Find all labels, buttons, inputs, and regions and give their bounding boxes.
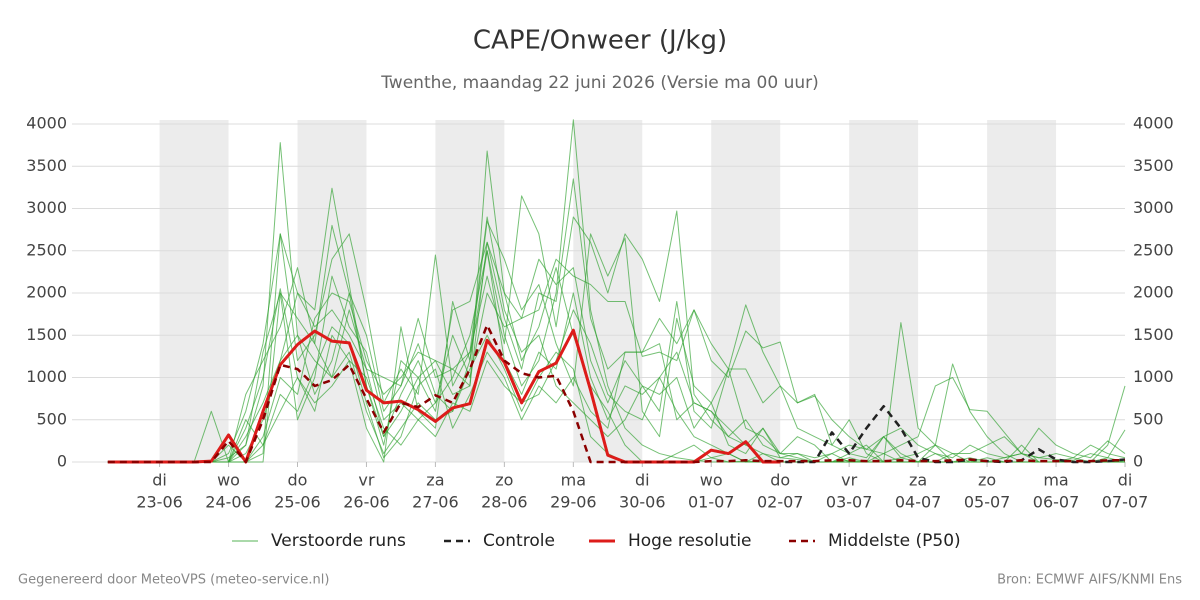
x-tick-weekday: di xyxy=(152,471,167,490)
y2-tick-label: 0 xyxy=(1133,452,1143,471)
y-tick-label: 3000 xyxy=(26,198,67,217)
y-tick-label: 1500 xyxy=(26,325,67,344)
y-tick-label: 3500 xyxy=(26,156,67,175)
legend-label: Verstoorde runs xyxy=(271,531,406,551)
legend-label: Controle xyxy=(483,531,555,551)
y2-tick-label: 500 xyxy=(1133,409,1164,428)
x-tick-label: 05-07 xyxy=(964,493,1011,512)
y2-tick-label: 1000 xyxy=(1133,367,1174,386)
day-band xyxy=(849,120,919,462)
legend-label: Hoge resolutie xyxy=(628,531,752,551)
x-tick-weekday: za xyxy=(909,471,927,490)
x-tick-weekday: zo xyxy=(495,471,513,490)
x-tick-label: 28-06 xyxy=(481,493,528,512)
day-band xyxy=(987,120,1057,462)
day-band xyxy=(297,120,367,462)
x-tick-weekday: vr xyxy=(841,471,857,490)
y2-tick-label: 3000 xyxy=(1133,198,1174,217)
y-tick-label: 2500 xyxy=(26,240,67,259)
x-tick-weekday: di xyxy=(1118,471,1133,490)
ensemble-line xyxy=(107,216,1126,463)
y-tick-label: 1000 xyxy=(26,367,67,386)
y-tick-label: 0 xyxy=(57,452,67,471)
x-tick-weekday: do xyxy=(288,471,308,490)
x-tick-weekday: za xyxy=(426,471,444,490)
y-tick-label: 500 xyxy=(36,409,67,428)
ensemble-line xyxy=(107,178,1126,463)
x-tick-label: 07-07 xyxy=(1102,493,1149,512)
day-band xyxy=(159,120,229,462)
chart-subtitle: Twenthe, maandag 22 juni 2026 (Versie ma… xyxy=(380,73,819,93)
y2-tick-label: 2500 xyxy=(1133,240,1174,259)
legend-label: Middelste (P50) xyxy=(828,531,961,551)
x-tick-label: 01-07 xyxy=(688,493,735,512)
x-tick-label: 30-06 xyxy=(619,493,666,512)
x-tick-weekday: ma xyxy=(561,471,586,490)
x-tick-weekday: vr xyxy=(358,471,374,490)
x-tick-label: 24-06 xyxy=(205,493,252,512)
x-tick-weekday: ma xyxy=(1043,471,1068,490)
x-tick-label: 26-06 xyxy=(343,493,390,512)
y2-tick-label: 2000 xyxy=(1133,283,1174,302)
x-tick-weekday: wo xyxy=(217,471,240,490)
series-line xyxy=(107,328,781,464)
x-tick-weekday: di xyxy=(635,471,650,490)
y-tick-label: 2000 xyxy=(26,283,67,302)
x-tick-label: 27-06 xyxy=(412,493,459,512)
x-tick-label: 06-07 xyxy=(1033,493,1080,512)
chart-title: CAPE/Onweer (J/kg) xyxy=(473,26,727,56)
x-tick-label: 23-06 xyxy=(136,493,183,512)
footer-credit: Gegenereerd door MeteoVPS (meteo-service… xyxy=(18,573,329,588)
x-tick-weekday: zo xyxy=(978,471,996,490)
x-tick-label: 04-07 xyxy=(895,493,942,512)
ensemble-line xyxy=(107,250,1125,463)
x-tick-label: 03-07 xyxy=(826,493,873,512)
y2-tick-label: 3500 xyxy=(1133,156,1174,175)
x-tick-weekday: do xyxy=(770,471,790,490)
ensemble-line xyxy=(107,241,1126,463)
footer-source: Bron: ECMWF AIFS/KNMI Ens xyxy=(997,573,1182,588)
x-tick-weekday: wo xyxy=(700,471,723,490)
x-tick-label: 29-06 xyxy=(550,493,597,512)
x-tick-label: 25-06 xyxy=(274,493,321,512)
ensemble-line xyxy=(107,326,1125,463)
x-tick-label: 02-07 xyxy=(757,493,804,512)
y2-tick-label: 1500 xyxy=(1133,325,1174,344)
y-tick-label: 4000 xyxy=(26,114,67,133)
y2-tick-label: 4000 xyxy=(1133,114,1174,133)
day-band xyxy=(711,120,781,462)
